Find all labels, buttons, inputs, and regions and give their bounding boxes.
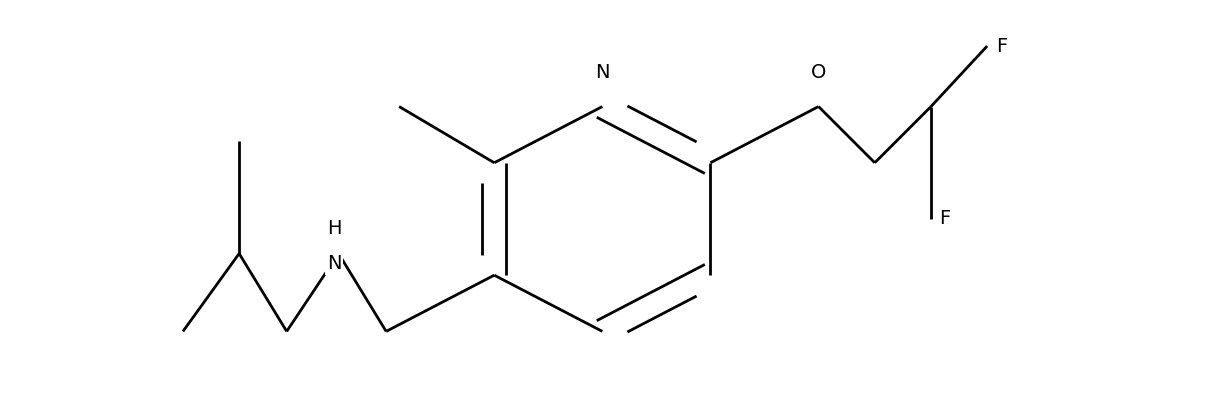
Text: N: N [595,63,610,82]
Text: O: O [811,63,826,82]
Text: H: H [327,219,341,238]
Text: N: N [327,253,341,273]
Text: F: F [996,37,1007,56]
Text: F: F [940,209,951,229]
